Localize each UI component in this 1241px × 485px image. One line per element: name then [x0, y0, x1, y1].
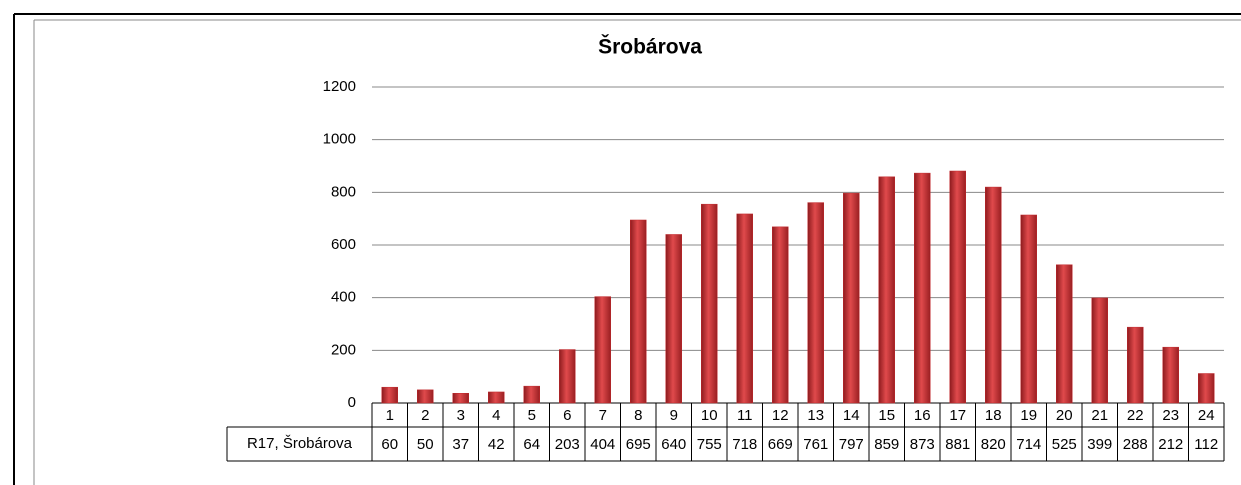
table-value: 761: [803, 436, 828, 453]
table-value: 404: [590, 436, 615, 453]
x-tick-label: 11: [737, 407, 753, 424]
bar: [807, 202, 824, 404]
x-tick-label: 16: [914, 407, 931, 424]
bar: [559, 349, 576, 404]
x-tick-label: 9: [670, 407, 678, 424]
bar: [381, 386, 398, 404]
bar: [1020, 214, 1037, 404]
y-tick-label: 200: [331, 341, 356, 358]
y-tick-label: 600: [331, 236, 356, 253]
x-tick-label: 14: [843, 407, 860, 424]
x-tick-label: 21: [1091, 407, 1108, 424]
table-value: 718: [732, 436, 757, 453]
bar: [843, 192, 860, 404]
x-tick-label: 22: [1127, 407, 1144, 424]
bar: [1198, 373, 1215, 404]
x-tick-label: 1: [386, 407, 394, 424]
x-tick-label: 10: [701, 407, 718, 424]
table-value: 50: [417, 436, 434, 453]
table-value: 669: [768, 436, 793, 453]
bar: [914, 172, 931, 404]
y-tick-label: 1200: [323, 78, 356, 95]
table-value: 859: [874, 436, 899, 453]
bar: [417, 389, 434, 404]
table-value: 288: [1123, 436, 1148, 453]
bar: [594, 296, 611, 404]
bar: [878, 176, 895, 404]
x-tick-label: 20: [1056, 407, 1073, 424]
table-value: 755: [697, 436, 722, 453]
bar: [772, 226, 789, 404]
table-value: 60: [381, 436, 398, 453]
bar: [452, 393, 469, 404]
bar: [630, 219, 647, 404]
table-value: 37: [452, 436, 469, 453]
x-tick-label: 7: [599, 407, 607, 424]
x-tick-label: 23: [1162, 407, 1179, 424]
bar: [1056, 264, 1073, 404]
table-value: 64: [523, 436, 540, 453]
table-value: 212: [1158, 436, 1183, 453]
x-tick-label: 13: [807, 407, 824, 424]
bar: [1091, 297, 1108, 404]
table-value: 714: [1016, 436, 1041, 453]
bar: [1162, 346, 1179, 404]
x-tick-label: 8: [634, 407, 642, 424]
table-value: 881: [945, 436, 970, 453]
table-value: 112: [1194, 436, 1218, 453]
bar: [523, 385, 540, 404]
y-tick-label: 400: [331, 289, 356, 306]
table-value: 525: [1052, 436, 1077, 453]
x-tick-label: 3: [457, 407, 465, 424]
bar: [1127, 326, 1144, 404]
x-tick-label: 12: [772, 407, 789, 424]
x-tick-label: 18: [985, 407, 1002, 424]
x-tick-label: 4: [492, 407, 500, 424]
y-tick-label: 800: [331, 183, 356, 200]
bar: [985, 186, 1002, 404]
chart-title: Šrobárova: [598, 35, 702, 59]
x-tick-label: 24: [1198, 407, 1215, 424]
table-value: 640: [661, 436, 686, 453]
x-tick-label: 6: [563, 407, 571, 424]
x-tick-label: 15: [878, 407, 895, 424]
x-tick-label: 19: [1020, 407, 1037, 424]
y-tick-label: 0: [348, 394, 356, 411]
bar: [665, 234, 682, 404]
table-value: 399: [1087, 436, 1112, 453]
x-tick-label: 2: [421, 407, 429, 424]
table-value: 695: [626, 436, 651, 453]
table-value: 42: [488, 436, 505, 453]
table-value: 797: [839, 436, 864, 453]
table-value: 873: [910, 436, 935, 453]
legend-label: R17, Šrobárova: [247, 435, 353, 452]
bar: [736, 213, 753, 404]
table-value: 203: [555, 436, 580, 453]
x-tick-label: 5: [528, 407, 536, 424]
x-tick-label: 17: [949, 407, 966, 424]
bar: [949, 170, 966, 404]
bar: [701, 203, 718, 404]
bar: [488, 391, 505, 404]
y-tick-label: 1000: [323, 131, 356, 148]
table-value: 820: [981, 436, 1006, 453]
